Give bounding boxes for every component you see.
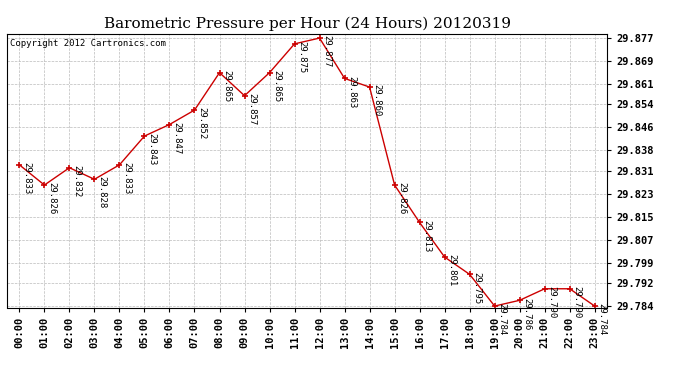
Text: 29.860: 29.860 bbox=[373, 84, 382, 117]
Text: 29.784: 29.784 bbox=[497, 303, 506, 336]
Title: Barometric Pressure per Hour (24 Hours) 20120319: Barometric Pressure per Hour (24 Hours) … bbox=[104, 17, 511, 31]
Text: 29.833: 29.833 bbox=[122, 162, 131, 194]
Text: 29.790: 29.790 bbox=[573, 286, 582, 318]
Text: 29.784: 29.784 bbox=[598, 303, 607, 336]
Text: 29.833: 29.833 bbox=[22, 162, 31, 194]
Text: 29.865: 29.865 bbox=[273, 70, 282, 102]
Text: 29.865: 29.865 bbox=[222, 70, 231, 102]
Text: 29.863: 29.863 bbox=[347, 76, 356, 108]
Text: 29.826: 29.826 bbox=[47, 182, 56, 214]
Text: 29.847: 29.847 bbox=[172, 122, 181, 154]
Text: 29.813: 29.813 bbox=[422, 220, 431, 252]
Text: 29.801: 29.801 bbox=[447, 254, 456, 286]
Text: 29.786: 29.786 bbox=[522, 297, 531, 330]
Text: Copyright 2012 Cartronics.com: Copyright 2012 Cartronics.com bbox=[10, 39, 166, 48]
Text: 29.795: 29.795 bbox=[473, 272, 482, 304]
Text: 29.875: 29.875 bbox=[297, 41, 306, 73]
Text: 29.852: 29.852 bbox=[197, 107, 206, 140]
Text: 29.857: 29.857 bbox=[247, 93, 256, 125]
Text: 29.790: 29.790 bbox=[547, 286, 556, 318]
Text: 29.828: 29.828 bbox=[97, 177, 106, 209]
Text: 29.843: 29.843 bbox=[147, 133, 156, 165]
Text: 29.826: 29.826 bbox=[397, 182, 406, 214]
Text: 29.877: 29.877 bbox=[322, 35, 331, 68]
Text: 29.832: 29.832 bbox=[72, 165, 81, 197]
